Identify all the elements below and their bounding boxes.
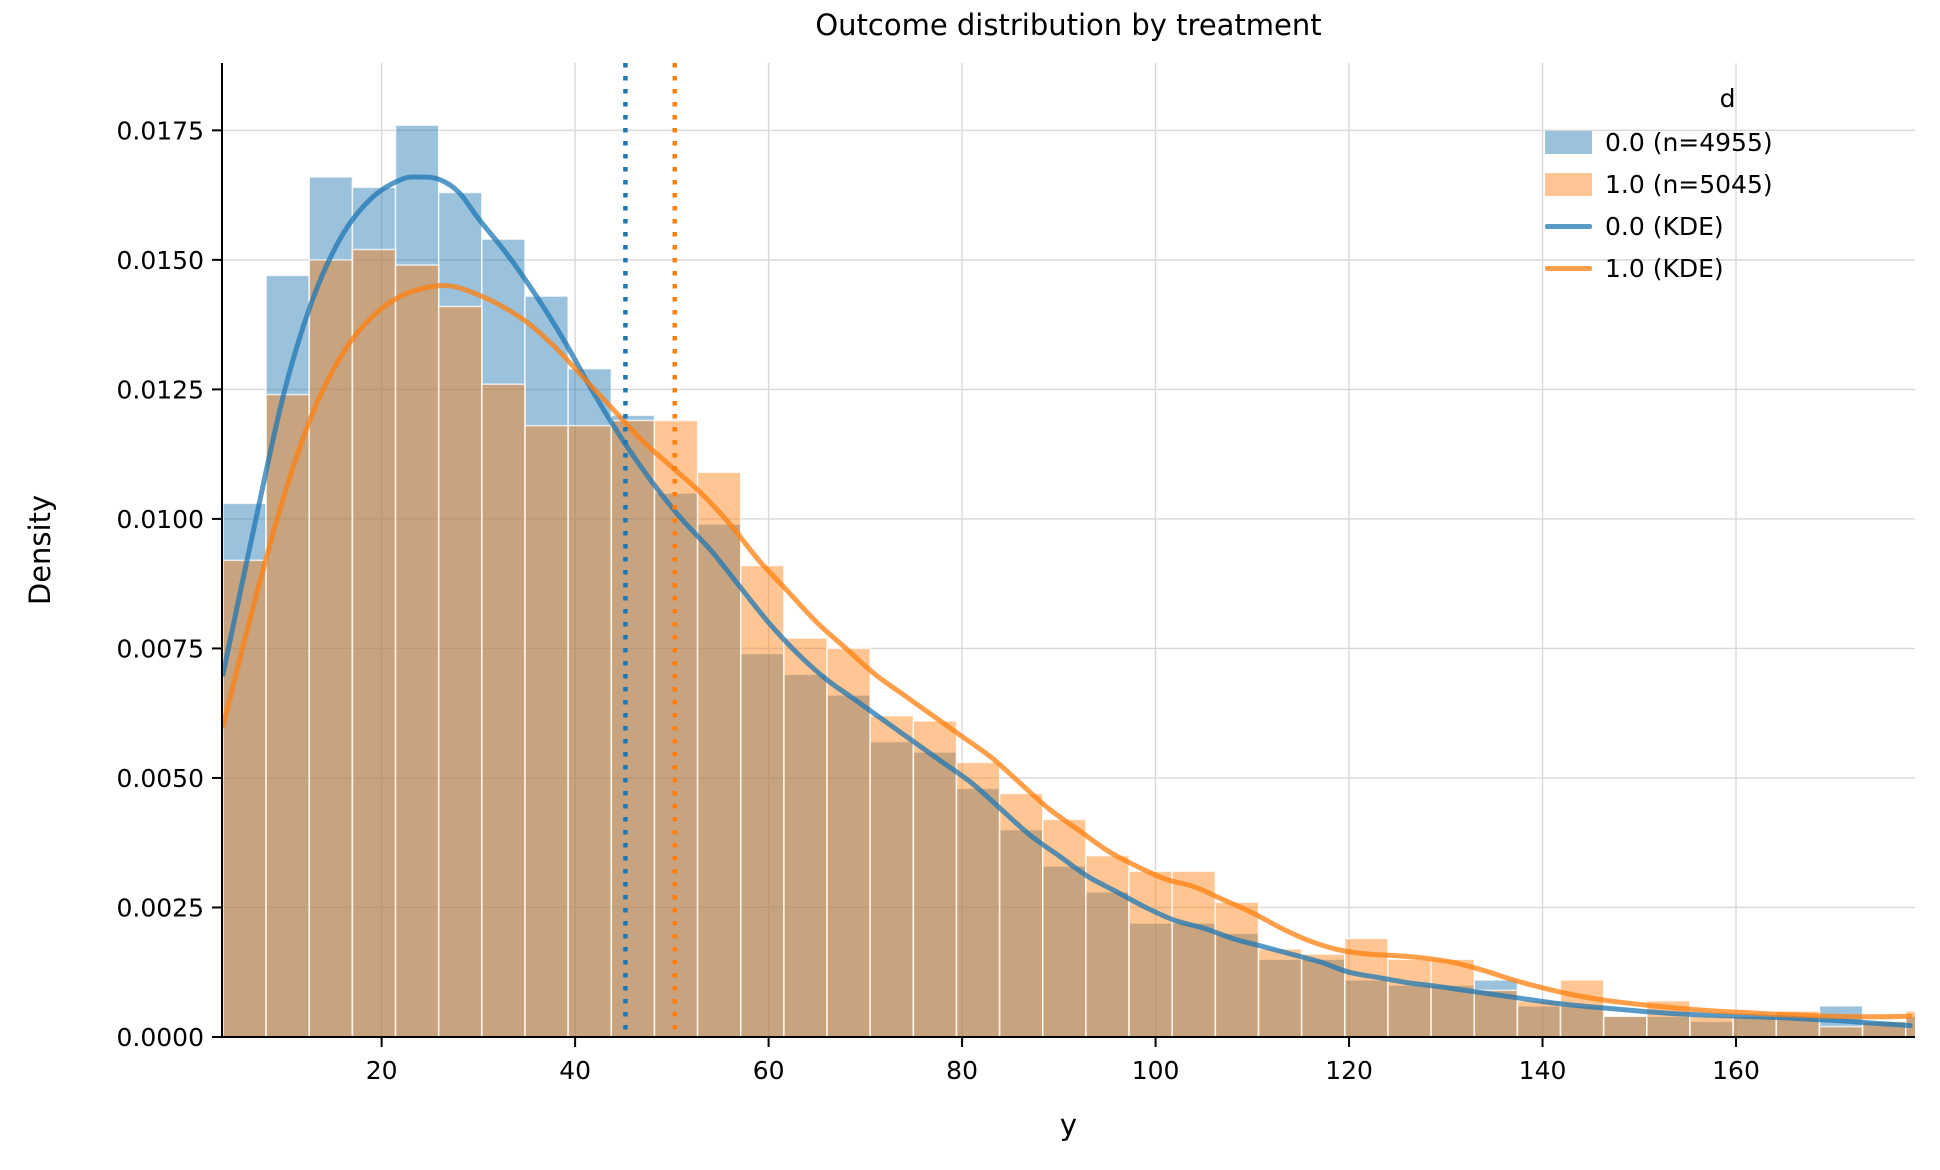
x-axis-label: y — [1059, 1108, 1078, 1142]
tick-marks — [212, 129, 1738, 1047]
y-tick-label: 0.0025 — [117, 893, 204, 922]
histogram-series-1 — [222, 248, 1915, 1037]
x-tick-label: 20 — [366, 1056, 398, 1085]
histogram-bar — [998, 792, 1044, 1037]
histogram-bar — [1128, 922, 1173, 1037]
legend-entry: 1.0 (KDE) — [1545, 254, 1910, 283]
histogram-bar — [912, 751, 958, 1037]
y-tick-label: 0.0050 — [117, 764, 204, 793]
histogram-bar — [524, 424, 569, 1037]
histogram-bar — [696, 471, 742, 1037]
y-tick-label: 0.0075 — [117, 634, 204, 663]
histogram-bar — [869, 740, 915, 1037]
histogram-bar — [1171, 870, 1217, 1037]
axes-spines — [221, 63, 1915, 1038]
legend-swatch-line — [1545, 266, 1592, 271]
histogram-bar — [1387, 958, 1432, 1037]
y-tick-label: 0.0175 — [117, 116, 204, 145]
kde-line-1 — [222, 282, 1913, 1020]
tick-labels: 20 40 60 80 100 120 140 160 0.0000 0.0025 0.0050 0.… — [117, 116, 1760, 1085]
histogram-bar — [1128, 870, 1173, 1037]
histogram-bar — [308, 259, 354, 1037]
histogram-bar — [1516, 999, 1562, 1037]
y-axis-label: Density — [23, 494, 57, 606]
histogram-bar — [912, 720, 958, 1037]
histogram-bar — [394, 264, 440, 1037]
x-tick-label: 40 — [559, 1056, 591, 1085]
histogram-bar — [1473, 979, 1519, 1037]
y-tick-label: 0.0150 — [117, 246, 204, 275]
legend-swatch-patch — [1545, 131, 1592, 154]
histogram-bar — [265, 393, 311, 1037]
histogram-bar — [1257, 948, 1303, 1037]
kde-line-0 — [222, 174, 1913, 1029]
histogram-bar — [1602, 1015, 1648, 1037]
x-tick-label: 120 — [1325, 1056, 1373, 1085]
legend-entry-label: 0.0 (n=4955) — [1605, 128, 1773, 157]
histogram-bar — [1689, 1015, 1734, 1037]
histogram-bar — [783, 673, 828, 1037]
histogram-bar — [1042, 818, 1087, 1037]
legend-entry: 1.0 (n=5045) — [1545, 170, 1910, 199]
histogram-bar — [351, 248, 397, 1037]
histogram-bar — [869, 715, 915, 1037]
y-tick-label: 0.0125 — [117, 375, 204, 404]
histogram-bar — [610, 419, 656, 1037]
histogram-bar — [567, 424, 613, 1037]
histogram-bar — [1214, 901, 1260, 1037]
legend-swatch-patch — [1545, 173, 1592, 196]
histogram-series-0 — [222, 124, 1915, 1037]
legend-entry-label: 1.0 (KDE) — [1605, 254, 1724, 283]
legend-title: d — [1719, 84, 1736, 113]
chart-title: Outcome distribution by treatment — [815, 8, 1322, 42]
histogram-bar — [524, 295, 569, 1037]
histogram-bar — [955, 761, 1001, 1037]
x-tick-label: 160 — [1712, 1056, 1760, 1085]
histogram-bar — [1344, 979, 1389, 1037]
legend-entry-label: 0.0 (KDE) — [1605, 212, 1724, 241]
histogram-bar — [739, 564, 785, 1037]
histogram-bar — [308, 176, 354, 1037]
histogram-bar — [481, 383, 526, 1037]
histogram-bar — [437, 305, 483, 1037]
histogram-bar — [394, 124, 440, 1037]
x-tick-label: 80 — [946, 1056, 978, 1085]
legend: d 0.0 (n=4955) 1.0 (n=5045) 0.0 (KDE) 1.0 (… — [1545, 84, 1910, 283]
histogram-bar — [567, 367, 613, 1037]
histogram-bar — [1085, 854, 1130, 1037]
x-tick-label: 60 — [753, 1056, 785, 1085]
histogram-bar — [783, 637, 828, 1037]
histogram-bar — [1818, 1025, 1864, 1037]
x-tick-label: 100 — [1132, 1056, 1180, 1085]
y-tick-label: 0.0000 — [117, 1023, 204, 1052]
y-tick-label: 0.0100 — [117, 505, 204, 534]
legend-swatch-line — [1545, 224, 1592, 229]
histogram-bar — [1300, 953, 1346, 1037]
histogram-bar — [1430, 958, 1475, 1037]
legend-entry: 0.0 (n=4955) — [1545, 128, 1910, 157]
gridlines — [222, 63, 1915, 1038]
x-tick-label: 140 — [1519, 1056, 1567, 1085]
histogram-bar — [955, 787, 1001, 1037]
legend-entry: 0.0 (KDE) — [1545, 212, 1910, 241]
legend-entry-label: 1.0 (n=5045) — [1605, 170, 1773, 199]
plot-area — [222, 63, 1915, 1037]
